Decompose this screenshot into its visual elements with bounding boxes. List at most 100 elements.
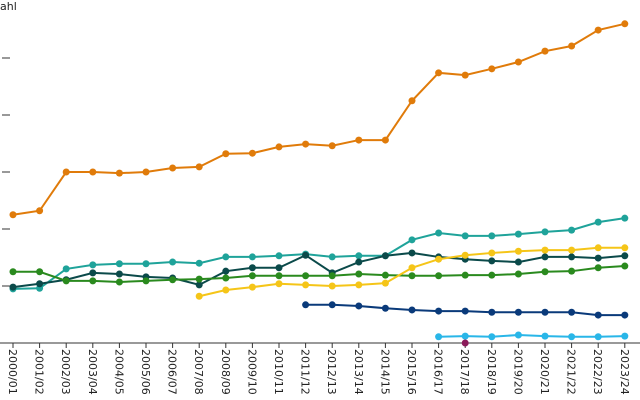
data-point	[222, 267, 230, 275]
data-point	[408, 249, 416, 257]
x-tick-label: 2019/20	[511, 349, 524, 395]
data-point	[381, 271, 389, 279]
x-tick-label: 2013/14	[352, 349, 365, 395]
data-point	[355, 281, 363, 289]
data-point	[222, 274, 230, 282]
data-point	[302, 272, 310, 280]
data-point	[594, 311, 602, 319]
x-tick-label: 2022/23	[591, 349, 604, 395]
data-point	[461, 332, 469, 340]
data-point	[594, 333, 602, 341]
data-point	[594, 244, 602, 252]
data-point	[514, 331, 522, 339]
data-point	[461, 339, 469, 347]
data-point	[461, 232, 469, 240]
series-line	[12, 217, 625, 290]
data-point	[594, 264, 602, 272]
data-point	[328, 142, 336, 150]
data-point	[435, 69, 443, 77]
x-tick-label: 2023/24	[618, 349, 631, 395]
data-point	[302, 301, 310, 309]
data-point	[248, 253, 256, 261]
data-point	[328, 272, 336, 280]
data-point	[408, 272, 416, 280]
data-point	[115, 169, 123, 177]
data-point	[115, 270, 123, 278]
data-point	[514, 247, 522, 255]
data-point	[248, 272, 256, 280]
data-point	[142, 168, 150, 176]
series-line	[12, 22, 626, 216]
data-point	[328, 301, 336, 309]
x-tick-label: 2016/17	[432, 349, 445, 395]
data-point	[568, 226, 576, 234]
data-point	[302, 251, 310, 259]
data-point	[36, 207, 44, 215]
data-point	[36, 268, 44, 276]
data-point	[621, 252, 629, 260]
data-point	[328, 253, 336, 261]
data-point	[621, 262, 629, 270]
x-tick-label: 2020/21	[538, 349, 551, 395]
data-point	[275, 143, 283, 151]
data-point	[435, 255, 443, 263]
y-axis-label: ahl	[0, 0, 17, 13]
data-point	[461, 307, 469, 315]
data-point	[222, 253, 230, 261]
data-point	[488, 65, 496, 73]
data-point	[248, 149, 256, 157]
data-point	[435, 272, 443, 280]
data-point	[568, 246, 576, 254]
data-point	[541, 268, 549, 276]
data-point	[275, 264, 283, 272]
data-point	[9, 268, 17, 276]
x-tick-label: 2014/15	[378, 349, 391, 395]
x-tick-label: 2000/01	[6, 349, 19, 395]
data-point	[381, 304, 389, 312]
data-point	[435, 307, 443, 315]
data-point	[381, 136, 389, 144]
data-point	[621, 244, 629, 252]
data-point	[541, 47, 549, 55]
data-point	[9, 211, 17, 219]
data-point	[355, 302, 363, 310]
data-point	[355, 270, 363, 278]
data-point	[355, 258, 363, 266]
data-point	[355, 136, 363, 144]
data-point	[36, 280, 44, 288]
data-point	[621, 20, 629, 28]
data-point	[89, 168, 97, 176]
data-point	[541, 253, 549, 261]
x-tick-label: 2015/16	[405, 349, 418, 395]
x-tick-label: 2017/18	[458, 349, 471, 395]
data-point	[461, 271, 469, 279]
data-point	[541, 308, 549, 316]
data-point	[355, 252, 363, 260]
data-point	[488, 257, 496, 265]
data-point	[488, 249, 496, 257]
data-point	[275, 272, 283, 280]
series-line	[13, 265, 625, 284]
data-point	[222, 286, 230, 294]
data-point	[62, 265, 70, 273]
data-point	[195, 292, 203, 300]
data-point	[568, 333, 576, 341]
data-point	[514, 230, 522, 238]
data-point	[594, 254, 602, 262]
data-point	[62, 168, 70, 176]
data-point	[568, 253, 576, 261]
data-point	[568, 308, 576, 316]
data-point	[621, 214, 629, 222]
data-point	[115, 260, 123, 268]
data-point	[302, 140, 310, 148]
data-point	[169, 258, 177, 266]
data-point	[488, 232, 496, 240]
x-tick-label: 2007/08	[192, 349, 205, 395]
data-point	[275, 252, 283, 260]
data-point	[621, 311, 629, 319]
data-point	[514, 58, 522, 66]
x-tick-label: 2018/19	[485, 349, 498, 395]
data-point	[89, 277, 97, 285]
x-tick-label: 2010/11	[272, 349, 285, 395]
